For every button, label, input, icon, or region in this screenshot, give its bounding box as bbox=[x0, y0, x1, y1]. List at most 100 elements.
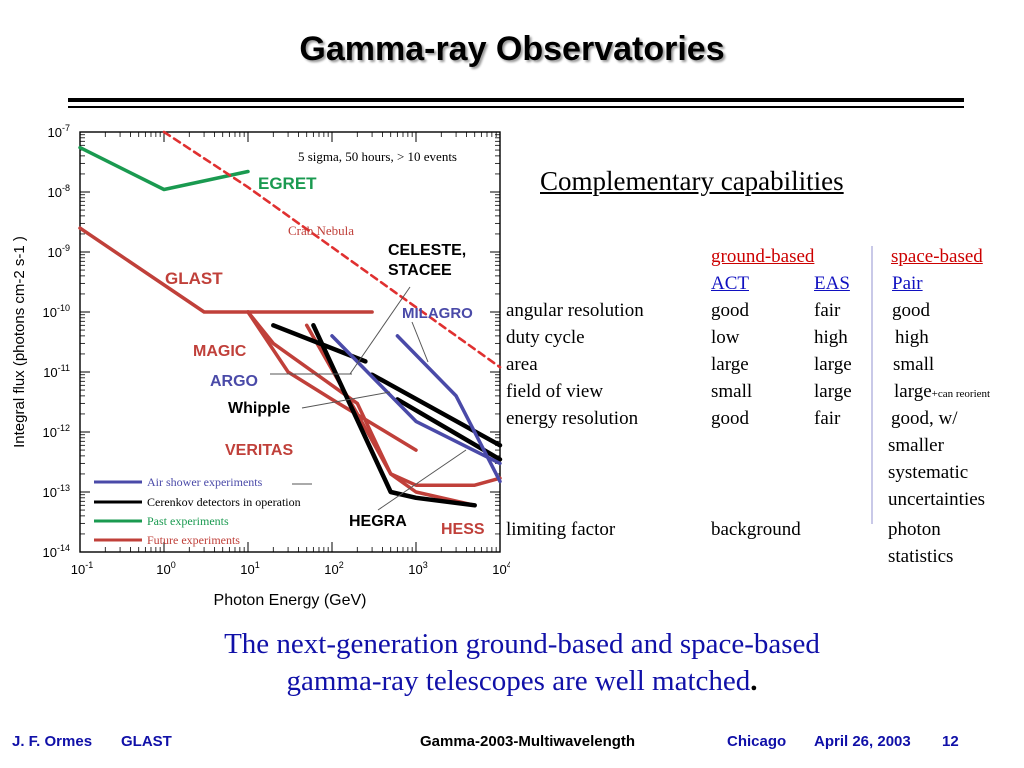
y-tick-label: 10-10 bbox=[43, 303, 70, 320]
label-celeste: CELESTE, bbox=[388, 242, 466, 259]
legend-label-past: Past experiments bbox=[147, 514, 229, 528]
label-stacee: STACEE bbox=[388, 262, 452, 279]
y-tick-label: 10-7 bbox=[48, 123, 70, 140]
y-tick-label: 10-9 bbox=[48, 243, 70, 260]
cell-eas: large bbox=[814, 354, 852, 375]
label-hegra: HEGRA bbox=[349, 513, 407, 530]
label-milagro: MILAGRO bbox=[402, 305, 473, 322]
chart-legend: Air shower experiments Cerenkov detector… bbox=[94, 475, 301, 547]
sensitivity-chart: 10-1 100 101 102 103 104 10-7 10-8 10-9 10-10 10-1… bbox=[11, 123, 510, 609]
cell-pair-line: systematic bbox=[888, 462, 969, 483]
footer-project: GLAST bbox=[121, 733, 172, 750]
cell-eas: high bbox=[814, 327, 848, 348]
series-whipple-line bbox=[369, 372, 503, 448]
series-argo-line bbox=[330, 334, 502, 466]
cell-pair-line: smaller bbox=[888, 435, 944, 456]
x-tick-label: 100 bbox=[156, 560, 175, 577]
footer-date: April 26, 2003 bbox=[814, 733, 911, 750]
cell-eas: fair bbox=[814, 408, 841, 429]
cell-act: low bbox=[711, 327, 740, 348]
label-magic: MAGIC bbox=[193, 343, 247, 360]
label-whipple: Whipple bbox=[228, 400, 290, 417]
y-tick-label: 10-11 bbox=[43, 363, 70, 380]
x-tick-label: 101 bbox=[240, 560, 259, 577]
legend-label-future: Future experiments bbox=[147, 533, 240, 547]
row-label: energy resolution bbox=[506, 408, 639, 429]
cell-pair: large+can reorient bbox=[894, 378, 990, 408]
caption-period: . bbox=[750, 665, 758, 697]
y-tick-label: 10-8 bbox=[48, 183, 70, 200]
y-tick-label: 10-14 bbox=[43, 543, 70, 560]
row-label: angular resolution bbox=[506, 300, 644, 321]
pointer-milagro bbox=[411, 321, 429, 363]
series-glast-line bbox=[78, 226, 374, 314]
label-pointers bbox=[270, 286, 467, 511]
column-header-eas: EAS bbox=[814, 273, 850, 294]
title-rule-thick bbox=[68, 98, 964, 102]
cell-pair-line: uncertainties bbox=[888, 489, 986, 510]
label-argo: ARGO bbox=[210, 373, 258, 390]
row-label: area bbox=[506, 354, 538, 375]
series-layer bbox=[78, 130, 503, 508]
footer-conference: Gamma-2003-Multiwavelength bbox=[420, 733, 636, 750]
series-veritas-line bbox=[246, 310, 418, 452]
footer-city: Chicago bbox=[727, 733, 787, 750]
plot-frame bbox=[79, 131, 501, 553]
cell-pair-value: large bbox=[894, 381, 932, 402]
group-header-space: space-based bbox=[891, 246, 983, 267]
label-glast: GLAST bbox=[165, 269, 223, 288]
x-tick-label: 10-1 bbox=[71, 560, 93, 577]
cell-space-line: statistics bbox=[888, 546, 954, 567]
column-header-act: ACT bbox=[711, 273, 749, 294]
pointer-celeste bbox=[349, 286, 411, 375]
caption-line: gamma-ray telescopes are well matched. bbox=[0, 663, 1024, 700]
series-egret-line bbox=[78, 145, 250, 192]
cell-pair: small bbox=[893, 354, 935, 375]
cell-act: large bbox=[711, 354, 749, 375]
cell-pair-note: +can reorient bbox=[931, 388, 991, 400]
y-tick-label: 10-13 bbox=[43, 483, 70, 500]
cell-pair-line: good, w/ bbox=[891, 408, 958, 429]
cell-act: good bbox=[711, 408, 749, 429]
cell-space-line: photon bbox=[888, 519, 941, 540]
caption-line: The next-generation ground-based and spa… bbox=[224, 628, 820, 660]
caption-line-text: gamma-ray telescopes are well matched bbox=[286, 665, 751, 697]
title-rule-thin bbox=[68, 106, 964, 108]
row-label: field of view bbox=[506, 381, 604, 402]
row-label: limiting factor bbox=[506, 519, 616, 540]
pointer-whipple bbox=[301, 391, 391, 409]
column-header-pair: Pair bbox=[892, 273, 923, 294]
cell-eas: large bbox=[814, 381, 852, 402]
label-egret: EGRET bbox=[258, 174, 317, 193]
y-tick-label: 10-12 bbox=[43, 423, 70, 440]
pointer-hegra bbox=[377, 449, 467, 511]
slide-title: Gamma-ray Observatories bbox=[299, 30, 725, 68]
x-tick-label: 103 bbox=[408, 560, 427, 577]
series-crab-nebula-line bbox=[162, 130, 502, 369]
column-divider bbox=[871, 246, 873, 524]
footer-page: 12 bbox=[942, 733, 959, 750]
cell-pair: good bbox=[892, 300, 930, 321]
cell-eas: fair bbox=[814, 300, 841, 321]
axis-ticks bbox=[79, 131, 501, 553]
row-label: duty cycle bbox=[506, 327, 585, 348]
y-axis-label: Integral flux (photons cm-2 s-1 ) bbox=[11, 236, 28, 448]
group-header-ground: ground-based bbox=[711, 246, 815, 267]
slide-caption: The next-generation ground-based and spa… bbox=[0, 626, 1024, 700]
x-tick-label: 102 bbox=[324, 560, 343, 577]
legend-label-air: Air shower experiments bbox=[147, 475, 263, 489]
x-tick-label: 104 bbox=[492, 560, 510, 577]
label-hess: HESS bbox=[441, 521, 485, 538]
cell-pair: high bbox=[895, 327, 929, 348]
footer-author: J. F. Ormes bbox=[12, 733, 93, 750]
label-veritas: VERITAS bbox=[225, 442, 293, 459]
series-milagro-line bbox=[395, 334, 502, 484]
legend-label-cerenkov: Cerenkov detectors in operation bbox=[147, 495, 301, 509]
cell-ground: background bbox=[711, 519, 801, 540]
tick-labels: 10-1 100 101 102 103 104 10-7 10-8 10-9 10-10 10-1… bbox=[43, 123, 510, 577]
cell-act: good bbox=[711, 300, 749, 321]
x-axis-label: Photon Energy (GeV) bbox=[214, 592, 367, 609]
chart-annotation: 5 sigma, 50 hours, > 10 events bbox=[298, 149, 457, 164]
section-heading: Complementary capabilities bbox=[540, 166, 844, 196]
series-hegra-line bbox=[311, 323, 477, 508]
